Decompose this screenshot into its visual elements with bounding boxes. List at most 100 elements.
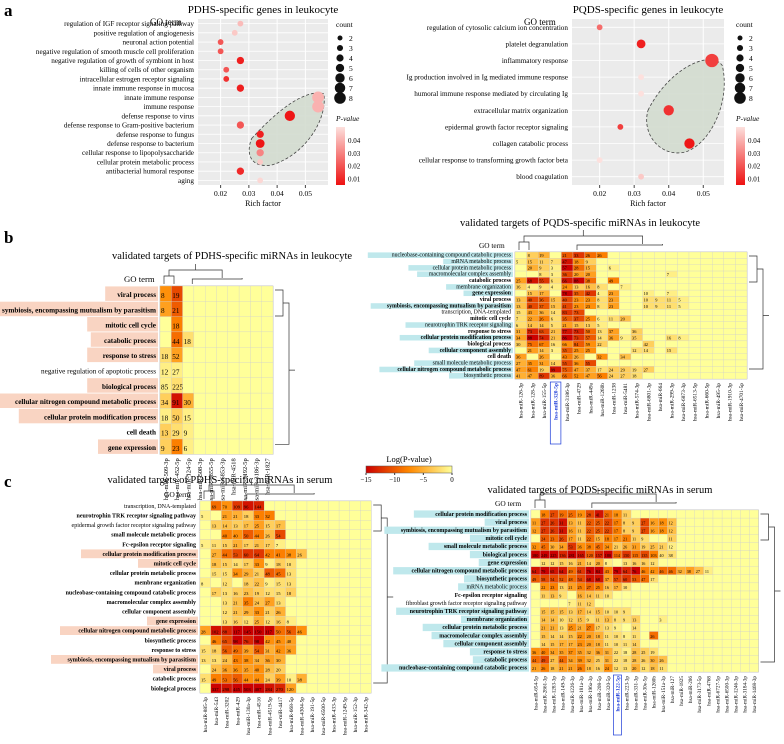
cell-value: 64	[623, 569, 628, 574]
cell-value: 120	[287, 687, 295, 692]
legend-count-dot	[335, 73, 345, 83]
cell-value: 73	[574, 336, 579, 341]
cell-value: 40	[659, 553, 663, 558]
row-label: cellular protein metabolic process	[442, 625, 527, 631]
column-label: hsa-miR-3186-3p	[253, 458, 260, 503]
heatmap-cell	[193, 347, 206, 363]
cell-value: 15	[541, 610, 545, 615]
cell-value: 29	[244, 610, 249, 615]
cell-value: 27	[541, 529, 545, 534]
cell-value: 42	[276, 648, 281, 653]
cell-value: 36	[287, 648, 292, 653]
heatmap-cell	[328, 596, 340, 607]
heatmap-cell	[735, 321, 748, 329]
cell-value: 10	[644, 297, 649, 302]
cell-value: 5	[551, 323, 554, 328]
heatmap-cell	[238, 362, 251, 378]
heatmap-cell	[317, 529, 329, 540]
cell-value: 10	[614, 634, 618, 639]
heatmap-cell	[667, 574, 677, 584]
heatmap-cell	[182, 316, 195, 333]
heatmap-cell	[723, 251, 736, 259]
cell-value: 32	[678, 569, 682, 574]
row-label: Fc-epsilon receptor signaling	[122, 542, 196, 548]
heatmap-cell	[199, 587, 211, 598]
cell-value: 55	[562, 361, 567, 366]
heatmap-cell	[328, 568, 340, 578]
row-label-highlight	[384, 526, 529, 534]
data-point	[636, 39, 646, 49]
cell-value: 59	[586, 342, 591, 347]
cell-value: 49	[609, 278, 614, 283]
cell-value: 54	[255, 648, 260, 653]
cell-value: 41	[596, 512, 600, 517]
data-point	[231, 29, 238, 36]
heatmap-cell	[296, 664, 308, 674]
cell-value: 7	[620, 285, 623, 290]
heatmap-cell	[665, 353, 678, 361]
heatmap-cell	[700, 315, 713, 322]
cell-value: 35	[528, 361, 533, 366]
heatmap-cell	[274, 500, 286, 511]
heatmap-title: validated targets of PQDS-specific miRNA…	[460, 218, 700, 229]
row-label: mRNA metabolic process	[451, 259, 511, 265]
cell-value: 31	[632, 545, 636, 550]
legend-count-dot	[735, 73, 745, 83]
cell-value: 25	[641, 650, 645, 655]
cell-value: 14	[587, 593, 592, 598]
heatmap-cell	[328, 529, 340, 540]
cell-value: 31	[605, 650, 609, 655]
cell-value: 14	[587, 610, 592, 615]
heatmap-cell	[735, 328, 748, 335]
cell-value: 45	[596, 545, 600, 550]
heatmap-cell	[688, 270, 701, 278]
cell-value: 38	[687, 569, 691, 574]
cell-value: 9	[632, 520, 634, 525]
column-label: hsa-miR-152-3p	[353, 697, 359, 733]
cell-value: 27	[550, 512, 554, 517]
heatmap-cell	[723, 289, 736, 297]
cell-value: 150	[623, 553, 629, 558]
row-label-highlight	[87, 378, 158, 393]
cell-value: 61	[578, 569, 582, 574]
cell-value: 16	[568, 561, 572, 566]
heatmap-cell	[338, 683, 350, 694]
heatmap-cell	[182, 377, 195, 394]
cell-value: 10	[287, 677, 292, 682]
heatmap-cell	[640, 598, 650, 608]
heatmap-cell	[712, 615, 723, 624]
heatmap-cell	[621, 623, 632, 632]
heatmap-cell	[676, 550, 686, 559]
heatmap-cell	[712, 296, 724, 303]
cell-value: 11	[667, 304, 671, 309]
row-label: gene expression	[472, 291, 511, 297]
cell-value: 135	[641, 553, 647, 558]
cell-value: 225	[550, 553, 556, 558]
heatmap-cell	[630, 582, 641, 592]
heatmap-cell	[596, 347, 608, 354]
heatmap-cell	[712, 607, 723, 616]
column-label: hsa-miR-124-5p	[185, 458, 192, 500]
heatmap-cell	[694, 607, 705, 616]
row-dendrogram	[760, 513, 781, 663]
heatmap-cell	[216, 347, 228, 363]
heatmap-cell	[607, 270, 620, 278]
legend-count-title: count	[736, 20, 754, 29]
heatmap-cell	[603, 598, 614, 608]
cell-value: 27	[696, 569, 700, 574]
cell-value: 15	[586, 266, 591, 271]
legend-count-dot	[335, 63, 345, 73]
heatmap-cell	[658, 647, 668, 656]
column-label: hsa-miR-6853-3p	[219, 458, 226, 503]
column-label: hsa-miR-149-3p	[561, 676, 567, 710]
row-label: viral process	[495, 520, 528, 526]
heatmap-cell	[317, 539, 329, 550]
heatmap-cell	[703, 615, 714, 624]
row-label-highlight	[399, 334, 513, 341]
row-label: mitotic cell cycle	[105, 322, 156, 330]
heatmap-cell	[735, 264, 748, 272]
heatmap-cell	[596, 270, 608, 278]
cell-value: 8	[528, 253, 531, 258]
data-point	[663, 105, 674, 116]
cell-value: 12	[532, 529, 536, 534]
